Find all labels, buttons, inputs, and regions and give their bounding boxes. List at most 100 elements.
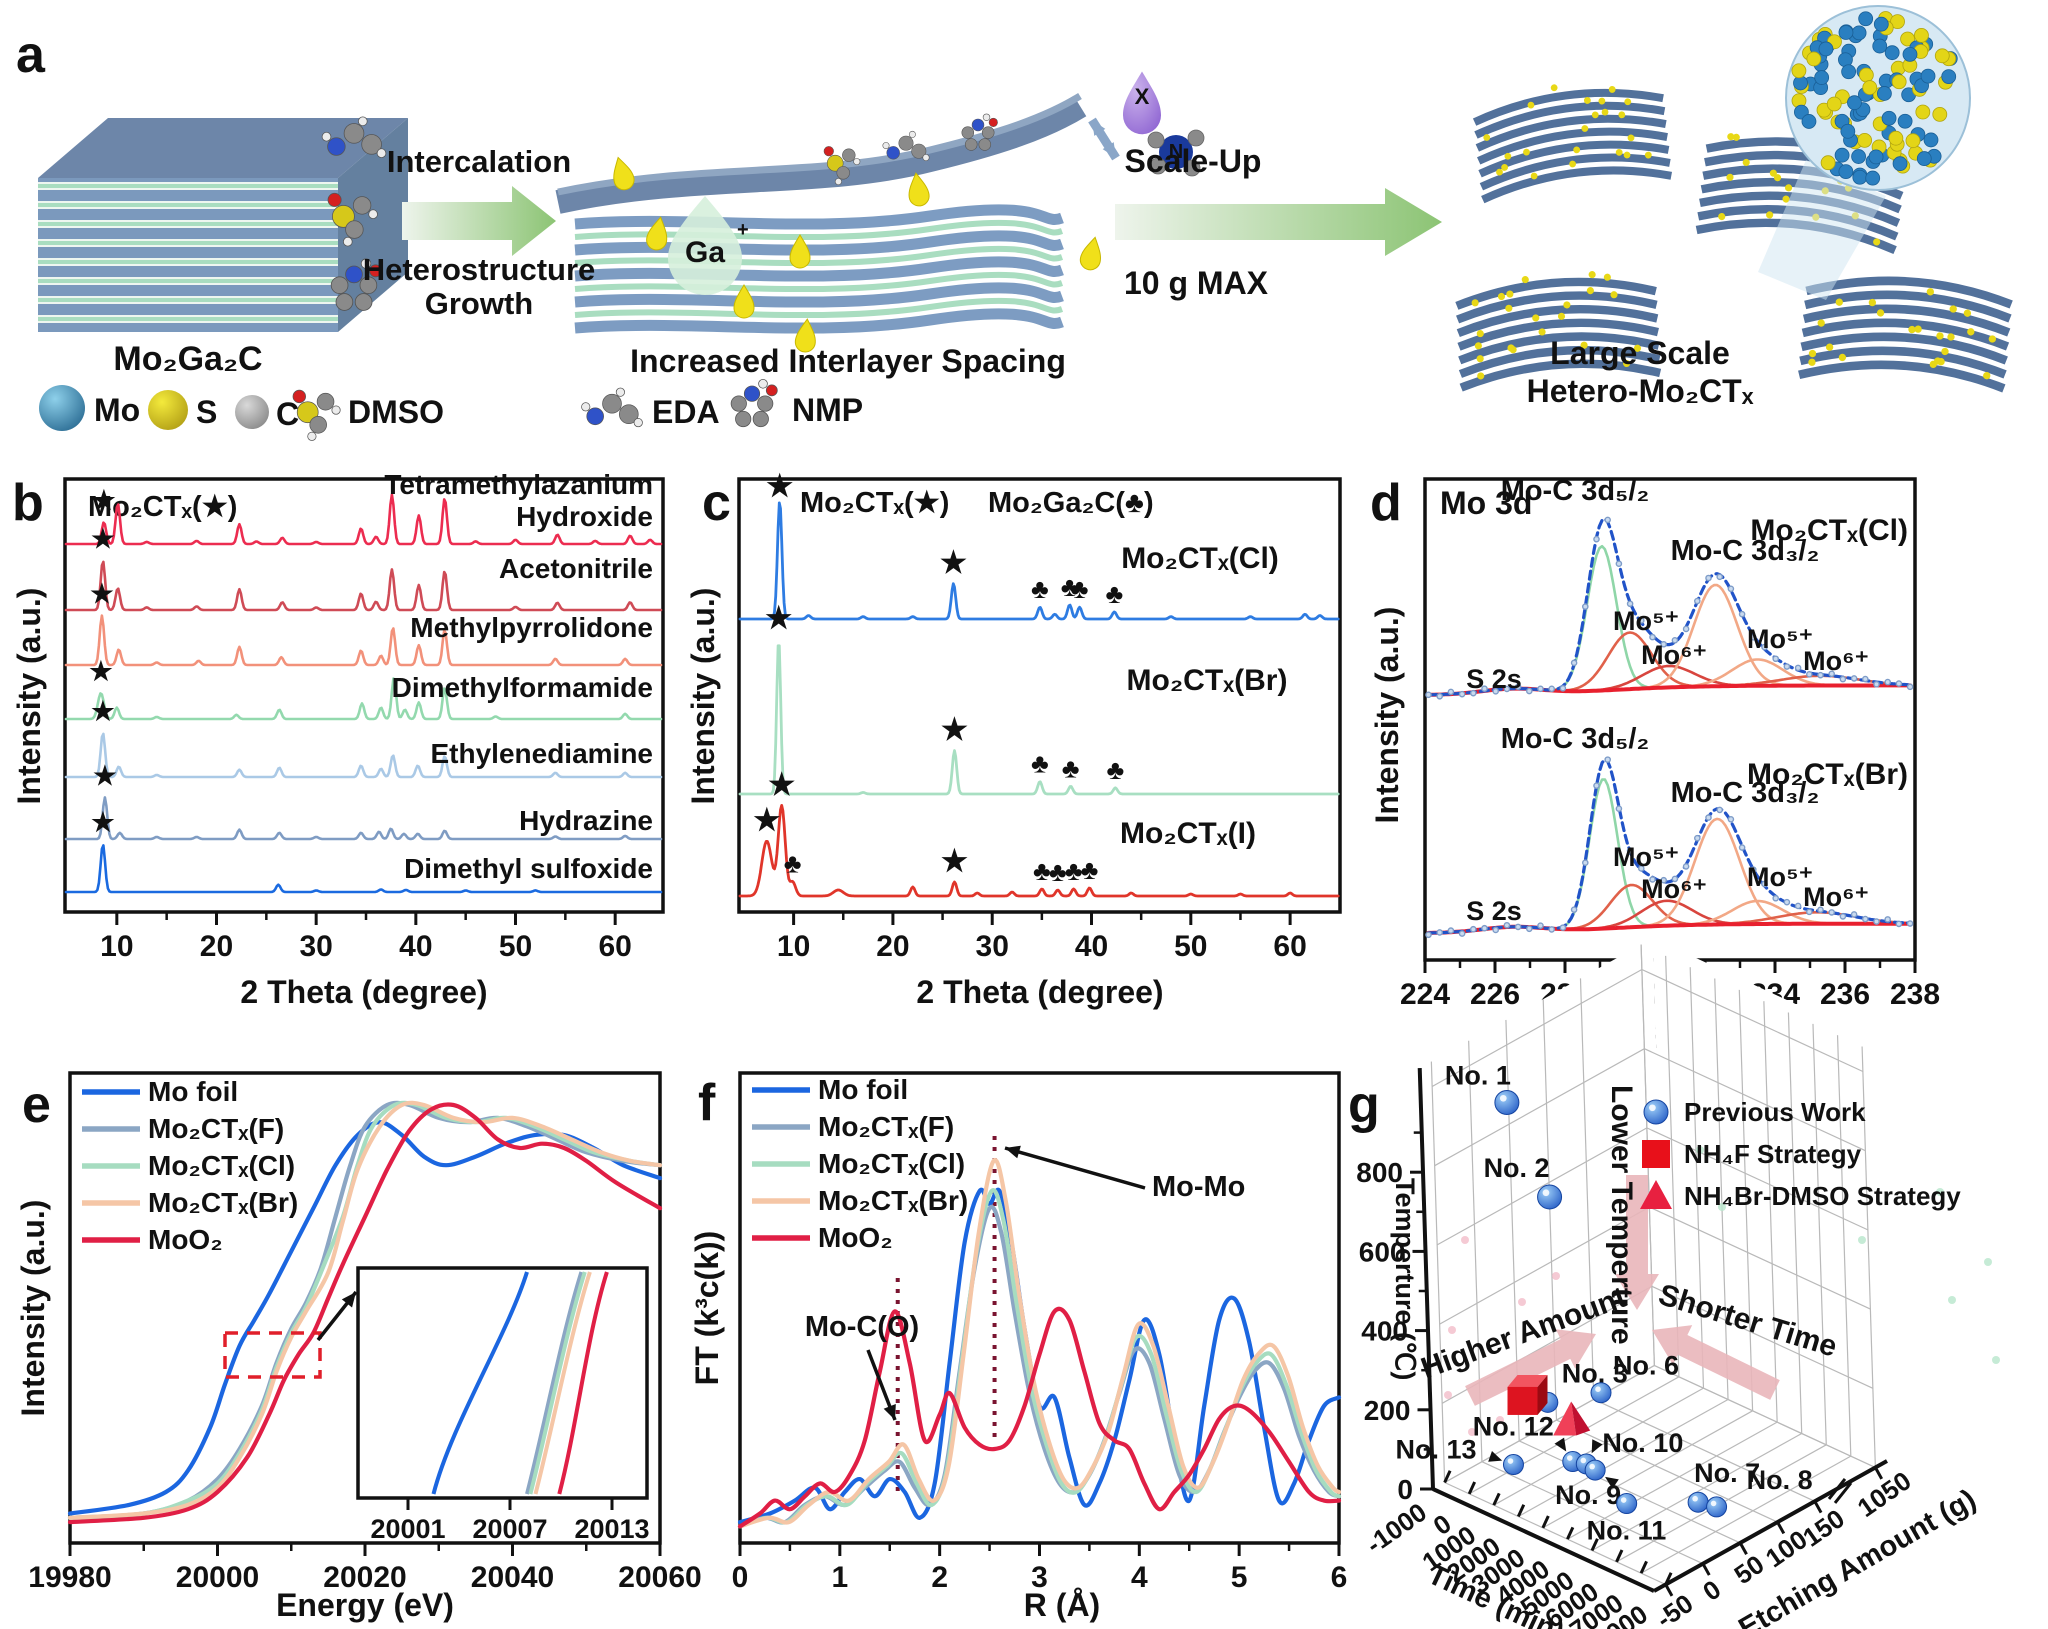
data-sphere — [1616, 1493, 1638, 1515]
DMSO-atom — [826, 154, 844, 172]
flake-s-dot — [1550, 84, 1558, 92]
EDA-atom — [618, 404, 639, 425]
flake-s-dot — [1509, 346, 1517, 354]
NMP-atom — [971, 118, 985, 132]
atom-dot — [1851, 25, 1867, 41]
NMP-molecule — [730, 379, 778, 428]
x-axis-title: 2 Theta (degree) — [916, 974, 1163, 1010]
xps-data-point — [1850, 911, 1858, 918]
time-tick — [1590, 1538, 1599, 1552]
EDA-molecule — [882, 130, 930, 162]
DMSO-atom — [296, 401, 319, 424]
xps-data-point — [1425, 691, 1432, 699]
projection-dot-pink — [1448, 1326, 1456, 1334]
xps-data-point — [1626, 847, 1634, 855]
xps-data-point — [1593, 782, 1600, 789]
data-sphere — [1687, 1491, 1709, 1513]
floor-grid — [1518, 1398, 1729, 1518]
legend-c-sphere — [235, 395, 269, 429]
point-label: No. 11 — [1587, 1516, 1667, 1546]
flake-s-dot — [1868, 298, 1877, 307]
n-cluster-ball — [1187, 129, 1205, 147]
atom-dot — [1858, 67, 1874, 83]
flake-sheet — [1798, 360, 2006, 393]
sphere-highlight — [1710, 1500, 1717, 1507]
xps-data-point — [1492, 926, 1499, 934]
large-scale-label: Large Scale — [1550, 335, 1730, 371]
atom-dot — [1923, 132, 1939, 148]
trace-label: Dimethylformamide — [392, 672, 653, 703]
atom-dot — [1826, 96, 1842, 112]
projection-dot-green — [1696, 1146, 1704, 1154]
flake-s-dot — [1496, 168, 1503, 176]
left-wall-grid-v — [1430, 1061, 1446, 1483]
xrd-trace — [738, 644, 1340, 796]
xps-data-point — [1694, 834, 1701, 842]
xps-data-point — [1873, 918, 1880, 925]
atom-dot — [1841, 64, 1857, 80]
xps-annotation: Mo⁶⁺ — [1803, 646, 1869, 676]
flake-s-dot — [1936, 332, 1944, 340]
trace-label: Dimethyl sulfoxide — [404, 853, 653, 884]
xps-data-point — [1862, 915, 1869, 923]
DMSO-atom — [343, 236, 353, 247]
mxene-star-marker: ★ — [768, 768, 795, 801]
flake-s-dot — [1608, 86, 1616, 93]
ga-charge: + — [737, 219, 749, 241]
xps-annotation: Mo 3d — [1440, 485, 1532, 521]
atom-dot — [1873, 16, 1889, 32]
NMP-atom — [330, 276, 349, 295]
xps-data-point — [1727, 815, 1735, 823]
x-axis-tick-label: 60 — [598, 930, 631, 963]
xrd-trace — [64, 614, 663, 667]
legend-label: MoO₂ — [818, 1222, 893, 1253]
max-club-marker: ♣ — [1065, 856, 1083, 886]
flake-s-dot — [1947, 333, 1955, 341]
mxene-star-marker: ★ — [940, 547, 967, 580]
atom-dot — [1858, 11, 1874, 27]
mxene-star-marker: ★ — [91, 696, 115, 726]
point-label: No. 2 — [1484, 1153, 1550, 1183]
max-stack-front-face — [38, 178, 338, 332]
xps-data-point — [1671, 875, 1679, 883]
sulfur-droplet — [789, 234, 811, 269]
right-wall-grid-v — [1861, 1046, 1876, 1468]
flake-s-dot — [1988, 335, 1996, 343]
max-amount-label: 10 g MAX — [1124, 265, 1269, 301]
NMP-atom — [757, 395, 774, 412]
xps-annotation: Mo⁵⁺ — [1613, 606, 1679, 636]
flake-s-dot — [1876, 309, 1885, 317]
expanded-stack-layer — [574, 308, 1064, 334]
x-axis-tick-label: 30 — [299, 930, 332, 963]
flake-s-dot — [1610, 291, 1618, 299]
x-axis-tick-label: 2 — [931, 1561, 948, 1594]
panel-f-letter: f — [698, 1074, 716, 1132]
chart-title: Mo₂CTₓ(★) — [88, 491, 237, 523]
legend-label: MoO₂ — [148, 1224, 223, 1255]
flake-s-dot — [1569, 160, 1576, 168]
time-tick — [1492, 1492, 1501, 1506]
NMP-atom — [359, 276, 378, 295]
right-wall-grid-v — [1787, 1012, 1803, 1434]
atom-dot — [1941, 69, 1957, 85]
etch-tick — [1664, 1583, 1674, 1597]
temp-tick-label: 800 — [1356, 1157, 1403, 1188]
plot-frame — [63, 477, 665, 914]
chart-title-club: Mo₂Ga₂C(♣) — [988, 487, 1154, 519]
xps-data-point — [1458, 690, 1466, 698]
legend-mo-sphere — [39, 385, 85, 431]
exchange-arrow-head — [1102, 142, 1116, 158]
flake-sheet — [1477, 127, 1668, 165]
DMSO-atom — [316, 392, 335, 411]
atom-dot — [1920, 68, 1936, 84]
axis-break — [1827, 1477, 1847, 1500]
flake-s-dot — [1718, 213, 1726, 221]
inset-edge-line — [557, 1271, 609, 1495]
flake-s-dot — [1967, 328, 1975, 336]
data-sphere — [1584, 1459, 1606, 1481]
xps-data-point — [1671, 636, 1679, 644]
temperature-axis-title: Temperture (℃) — [1390, 1178, 1420, 1380]
atom-dot — [1801, 114, 1817, 129]
DMSO-atom — [842, 148, 856, 162]
xps-data-point — [1705, 574, 1712, 582]
